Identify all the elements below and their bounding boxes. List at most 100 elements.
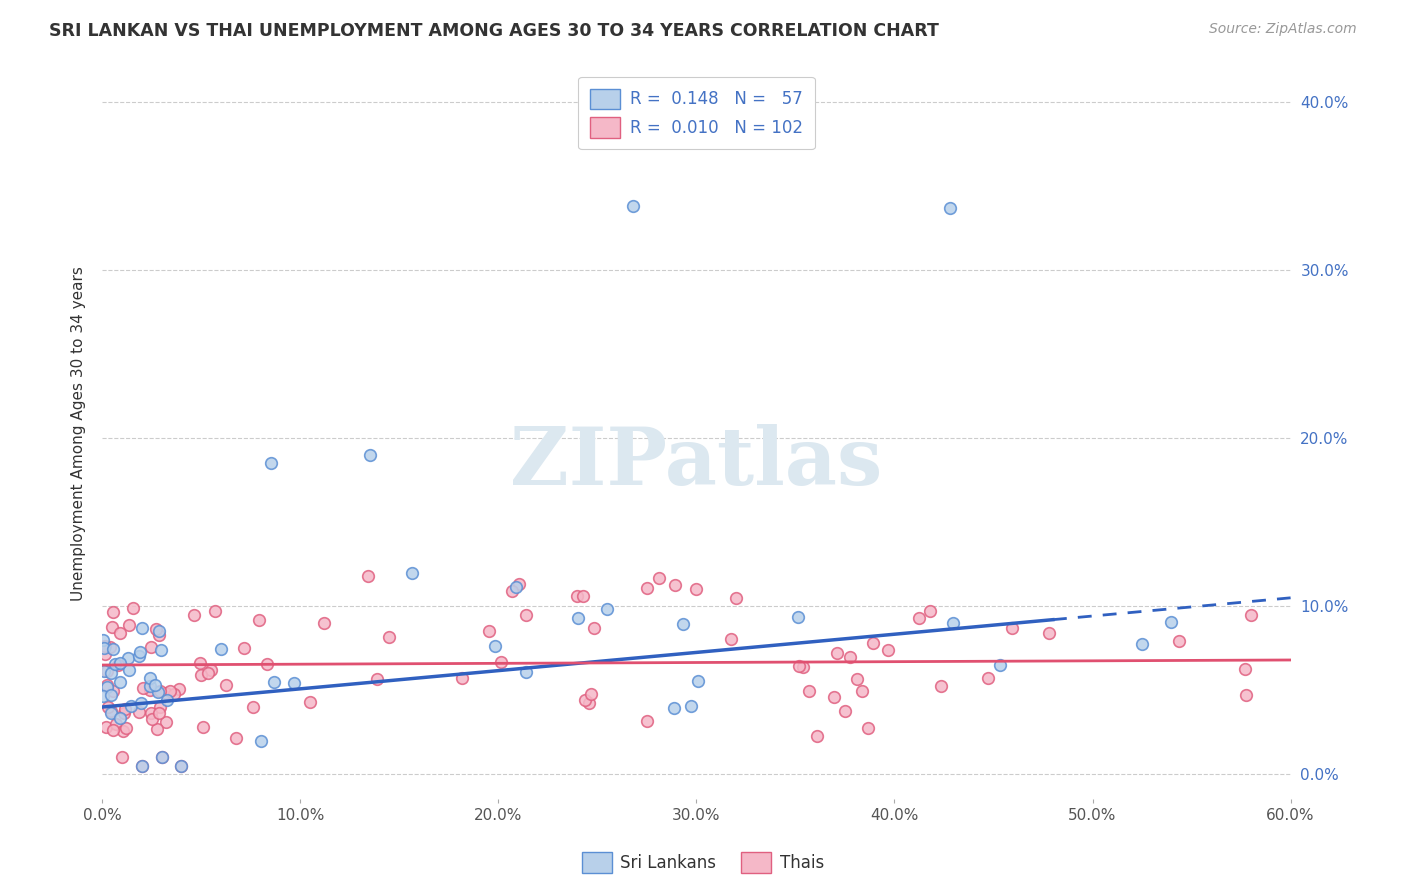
Point xyxy=(149,699,172,714)
Point xyxy=(100,666,122,681)
Text: SRI LANKAN VS THAI UNEMPLOYMENT AMONG AGES 30 TO 34 YEARS CORRELATION CHART: SRI LANKAN VS THAI UNEMPLOYMENT AMONG AG… xyxy=(49,22,939,40)
Point xyxy=(929,679,952,693)
Point xyxy=(188,657,211,671)
Point xyxy=(366,672,388,686)
Point xyxy=(939,201,962,215)
Point xyxy=(101,619,124,633)
Point xyxy=(572,589,595,603)
Point xyxy=(724,591,747,605)
Point xyxy=(1236,688,1258,702)
Point xyxy=(567,611,589,625)
Point xyxy=(191,720,214,734)
Point xyxy=(96,678,118,692)
Point xyxy=(489,655,512,669)
Point xyxy=(283,676,305,690)
Point xyxy=(108,711,131,725)
Point xyxy=(141,712,163,726)
Point xyxy=(233,641,256,656)
Point xyxy=(1038,626,1060,640)
Point xyxy=(107,657,129,672)
Point xyxy=(155,686,177,700)
Point xyxy=(579,687,602,701)
Point xyxy=(1167,633,1189,648)
Point xyxy=(574,693,596,707)
Point xyxy=(148,628,170,642)
Point xyxy=(197,665,219,680)
Point xyxy=(1160,615,1182,629)
Point xyxy=(204,605,226,619)
Point xyxy=(215,678,238,692)
Point xyxy=(101,683,124,698)
Point xyxy=(823,690,845,704)
Point xyxy=(100,706,122,720)
Point xyxy=(595,601,617,615)
Point xyxy=(862,636,884,650)
Point xyxy=(664,701,686,715)
Point xyxy=(97,699,120,714)
Point xyxy=(108,674,131,689)
Point xyxy=(505,580,527,594)
Point xyxy=(112,706,135,720)
Point xyxy=(146,685,169,699)
Point xyxy=(806,729,828,743)
Point xyxy=(111,750,134,764)
Point xyxy=(825,646,848,660)
Point xyxy=(94,640,117,654)
Point xyxy=(155,715,177,730)
Point xyxy=(139,640,162,654)
Point xyxy=(101,605,124,619)
Text: ZIPatlas: ZIPatlas xyxy=(510,425,883,502)
Point xyxy=(149,684,172,698)
Point xyxy=(356,568,378,582)
Point xyxy=(679,699,702,714)
Point xyxy=(129,645,152,659)
Point xyxy=(636,714,658,728)
Point xyxy=(110,626,132,640)
Point xyxy=(170,759,193,773)
Point xyxy=(787,610,810,624)
Point xyxy=(131,696,153,710)
Point xyxy=(101,723,124,737)
Point xyxy=(200,663,222,677)
Point xyxy=(145,623,167,637)
Text: Source: ZipAtlas.com: Source: ZipAtlas.com xyxy=(1209,22,1357,37)
Point xyxy=(132,681,155,695)
Point xyxy=(118,663,141,677)
Point xyxy=(94,647,117,661)
Point xyxy=(148,706,170,721)
Legend: R =  0.148   N =   57, R =  0.010   N = 102: R = 0.148 N = 57, R = 0.010 N = 102 xyxy=(578,77,814,149)
Point xyxy=(145,722,167,736)
Point xyxy=(1233,662,1256,676)
Point xyxy=(128,705,150,719)
Point xyxy=(118,617,141,632)
Point xyxy=(976,671,998,685)
Legend: Sri Lankans, Thais: Sri Lankans, Thais xyxy=(575,846,831,880)
Point xyxy=(120,698,142,713)
Point xyxy=(1130,637,1153,651)
Point xyxy=(159,684,181,698)
Point xyxy=(148,624,170,638)
Point xyxy=(143,678,166,692)
Point xyxy=(451,671,474,685)
Point xyxy=(664,578,686,592)
Point xyxy=(131,622,153,636)
Point xyxy=(515,665,537,680)
Point xyxy=(225,731,247,745)
Point xyxy=(139,683,162,698)
Point xyxy=(96,680,118,694)
Point xyxy=(91,689,114,703)
Point xyxy=(104,657,127,671)
Point xyxy=(170,759,193,773)
Point xyxy=(720,632,742,646)
Point xyxy=(98,640,121,654)
Point xyxy=(91,633,114,648)
Point xyxy=(249,733,271,747)
Point xyxy=(484,639,506,653)
Point xyxy=(478,624,501,638)
Point xyxy=(838,649,860,664)
Point xyxy=(685,582,707,597)
Point xyxy=(101,641,124,656)
Point xyxy=(242,700,264,714)
Point xyxy=(501,583,523,598)
Point xyxy=(988,657,1011,672)
